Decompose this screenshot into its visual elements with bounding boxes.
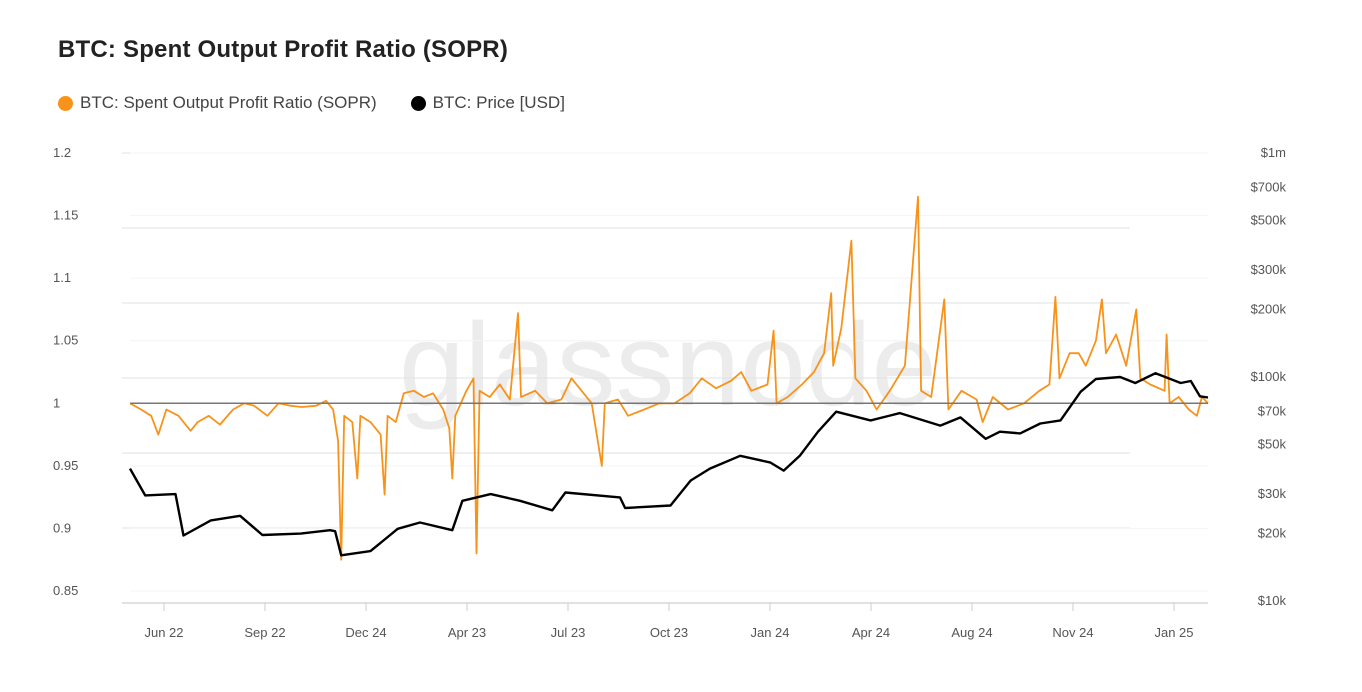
x-tick-label: Jul 23 [551, 625, 586, 640]
y-right-tick-label: $50k [1258, 436, 1287, 451]
x-tick-label: Jun 22 [144, 625, 183, 640]
x-tick-label: Sep 22 [244, 625, 285, 640]
y-right-tick-label: $1m [1261, 145, 1286, 160]
y-left-tick-label: 0.95 [53, 458, 78, 473]
y-right-tick-label: $30k [1258, 486, 1287, 501]
y-left-tick-label: 1.1 [53, 270, 71, 285]
x-tick-label: Apr 23 [448, 625, 486, 640]
legend-item-price[interactable]: BTC: Price [USD] [410, 93, 565, 113]
y-left-tick-label: 1.05 [53, 333, 78, 348]
x-tick-label: Oct 23 [650, 625, 688, 640]
y-right-tick-label: $20k [1258, 526, 1287, 541]
legend-item-sopr[interactable]: BTC: Spent Output Profit Ratio (SOPR) [58, 93, 377, 113]
chart-legend: BTC: Spent Output Profit Ratio (SOPR) BT… [58, 93, 565, 113]
y-right-tick-label: $70k [1258, 404, 1287, 419]
x-tick-label: Dec 24 [345, 625, 386, 640]
y-left-tick-label: 1.2 [53, 145, 71, 160]
sopr-series-line [129, 195, 1209, 561]
y-left-tick-label: 1.15 [53, 208, 78, 223]
y-right-tick-label: $200k [1251, 302, 1287, 317]
y-right-tick-label: $10k [1258, 593, 1287, 608]
y-right-tick-label: $100k [1251, 369, 1287, 384]
legend-dot-sopr-icon [58, 95, 73, 111]
x-tick-label: Jan 25 [1154, 625, 1193, 640]
x-tick-label: Jan 24 [750, 625, 789, 640]
y-right-tick-label: $500k [1251, 212, 1287, 227]
legend-dot-price-icon [410, 95, 426, 111]
y-left-tick-label: 1 [53, 395, 60, 410]
legend-label-sopr: BTC: Spent Output Profit Ratio (SOPR) [80, 93, 377, 112]
x-tick-label: Apr 24 [852, 625, 890, 640]
watermark-logo: glassnode [399, 299, 937, 431]
legend-label-price: BTC: Price [USD] [432, 93, 565, 112]
y-left-tick-label: 0.85 [53, 583, 78, 598]
y-right-tick-label: $700k [1251, 180, 1287, 195]
x-tick-label: Nov 24 [1052, 625, 1093, 640]
price-series-line [128, 372, 1209, 557]
chart-title: BTC: Spent Output Profit Ratio (SOPR) [58, 36, 509, 63]
y-right-tick-label: $300k [1251, 262, 1287, 277]
y-left-tick-label: 0.9 [53, 520, 71, 535]
x-tick-label: Aug 24 [951, 625, 992, 640]
